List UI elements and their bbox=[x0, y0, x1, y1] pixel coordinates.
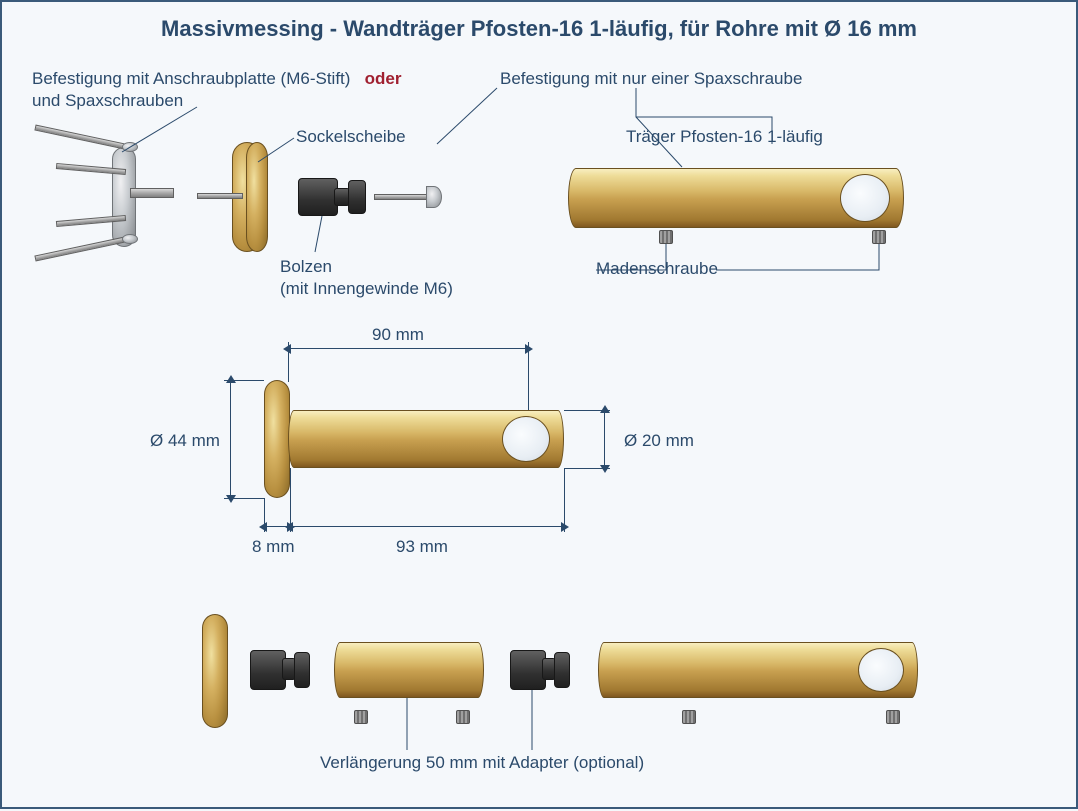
leader-lines-s3-icon bbox=[2, 2, 1078, 811]
label-verlaengerung: Verlängerung 50 mm mit Adapter (optional… bbox=[320, 752, 644, 774]
